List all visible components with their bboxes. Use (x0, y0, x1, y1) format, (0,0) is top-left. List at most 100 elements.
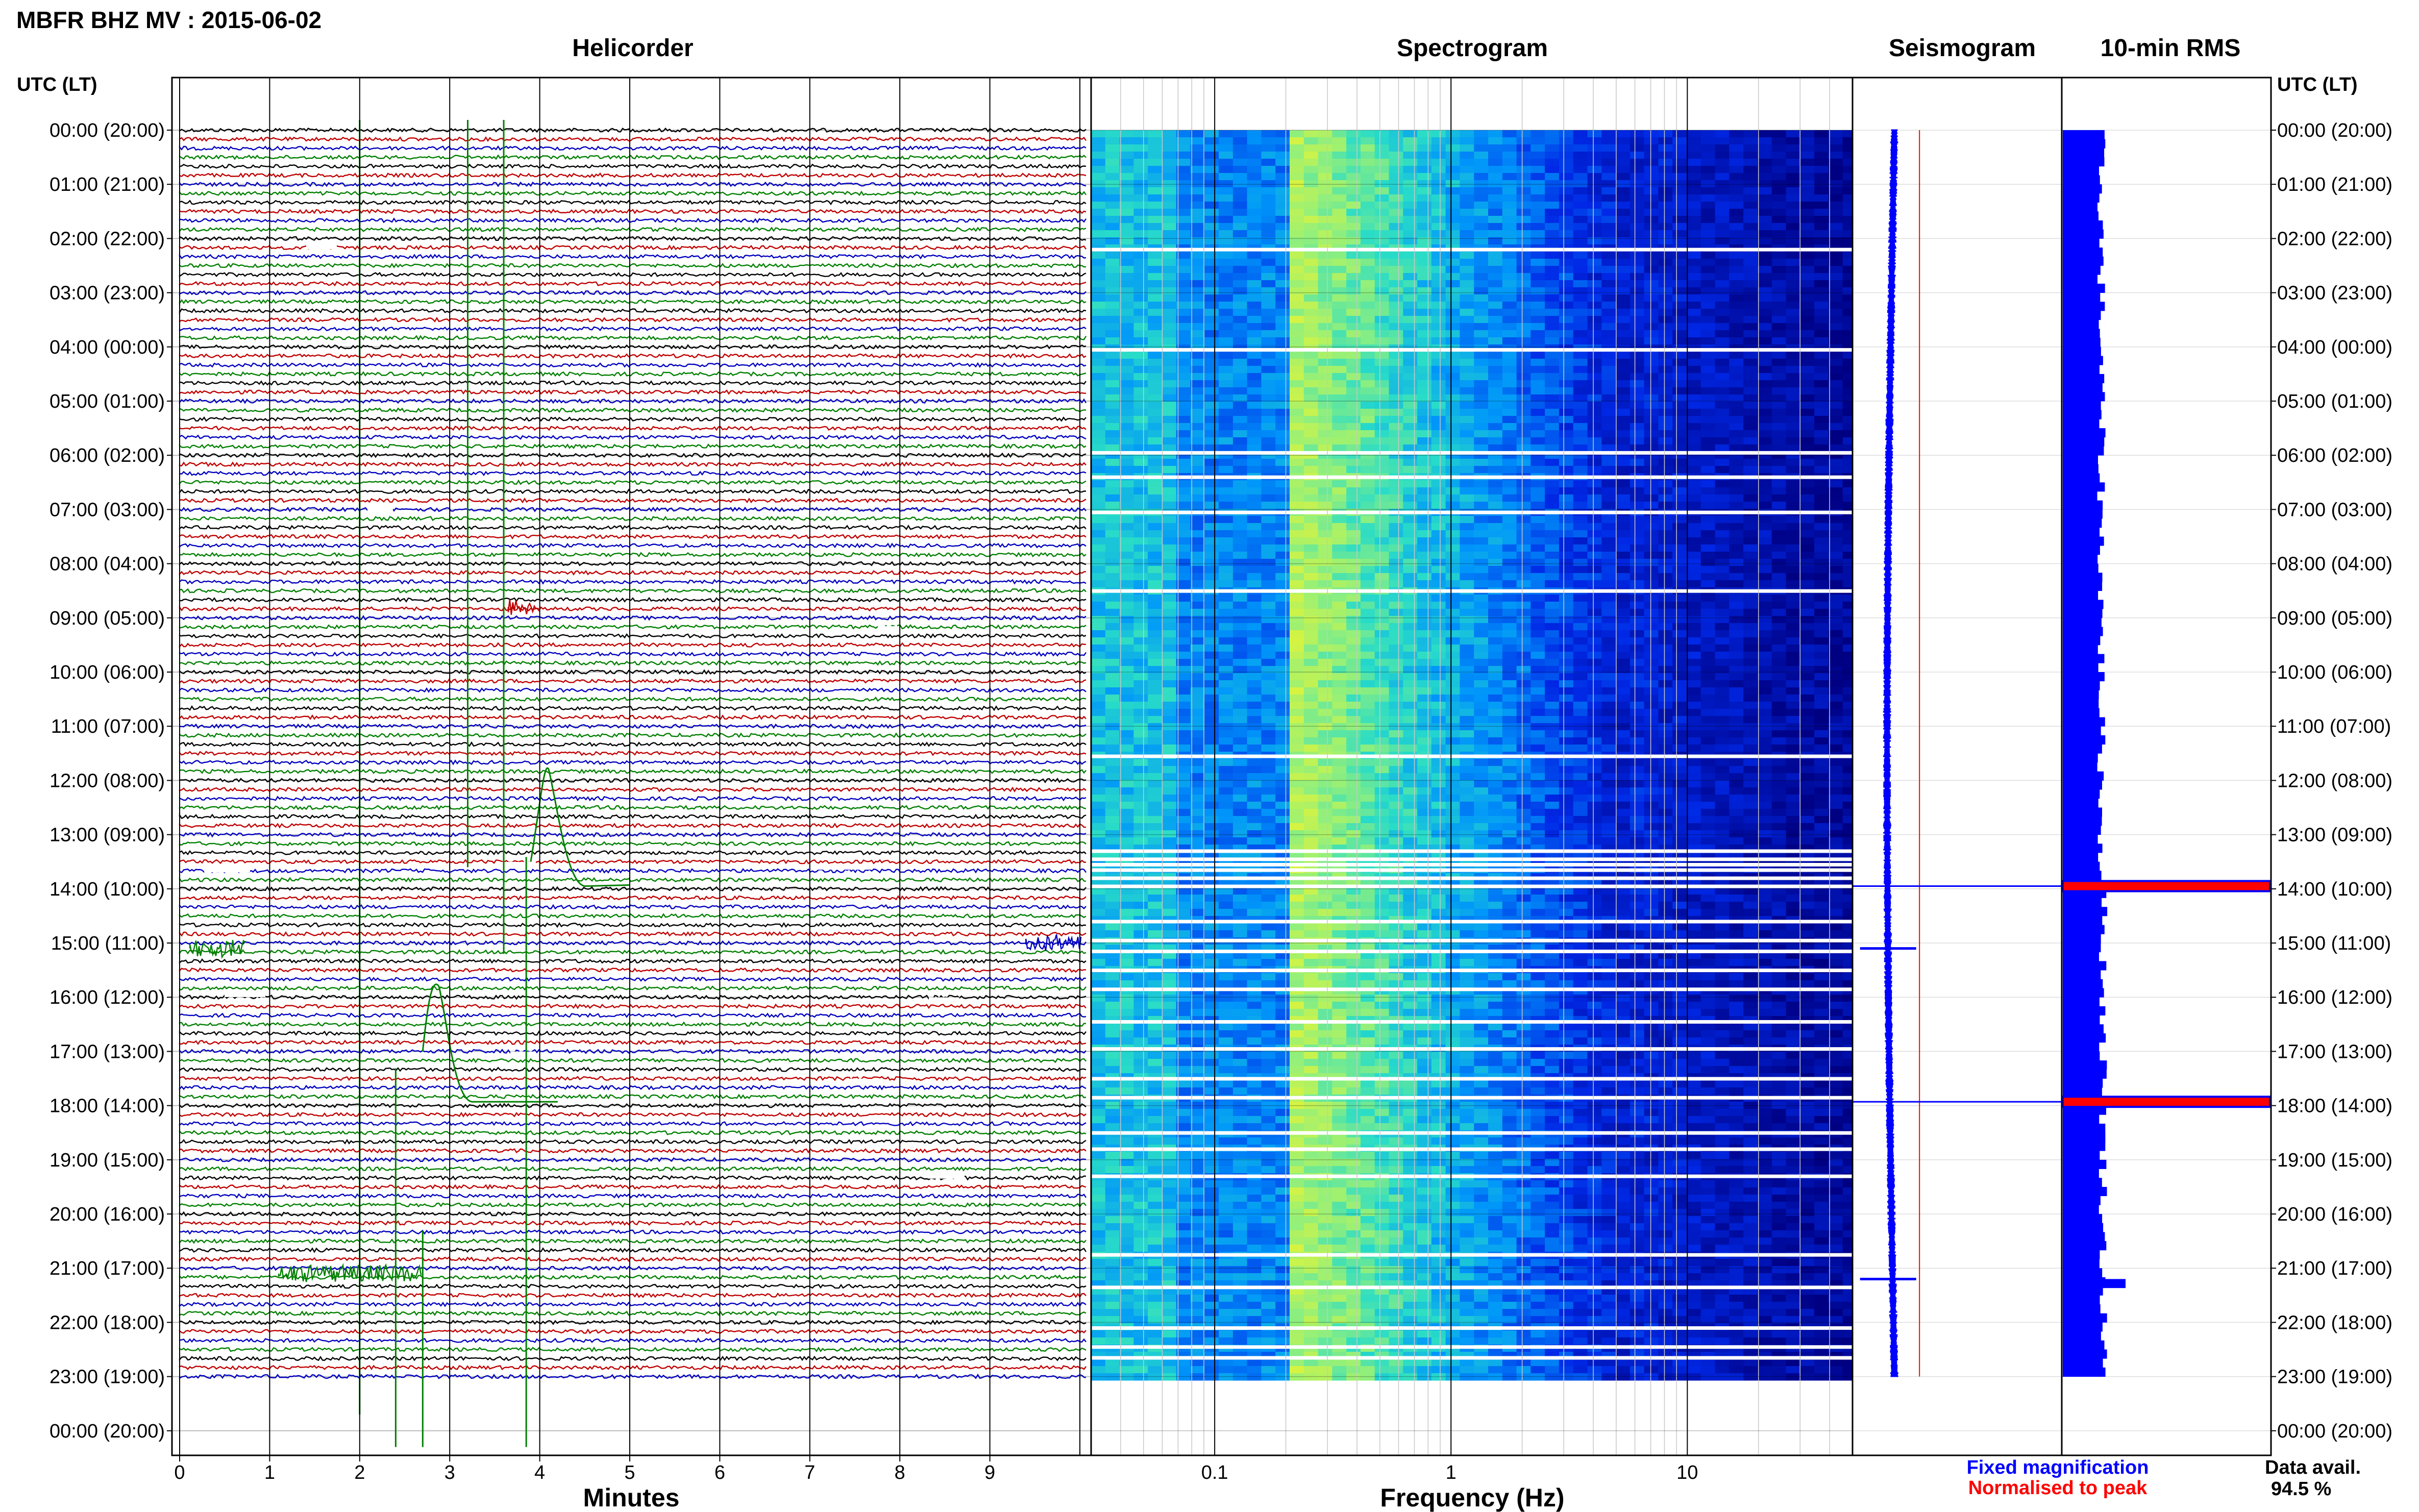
spectrogram-cell (1715, 695, 1730, 702)
spectrogram-cell (1261, 402, 1276, 409)
spectrogram-cell (1672, 502, 1687, 509)
spectrogram-cell (1403, 573, 1418, 581)
spectrogram-cell (1743, 266, 1758, 274)
spectrogram-cell (1119, 402, 1134, 409)
spectrogram-cell (1176, 137, 1191, 145)
helicorder-bg (172, 78, 1091, 1455)
spectrogram-cell (1346, 130, 1361, 138)
spectrogram-cell (1332, 137, 1347, 145)
spectrogram-cell (1672, 202, 1687, 209)
spectrogram-cell (1573, 316, 1588, 324)
spectrogram-cell (1559, 394, 1574, 402)
spectrogram-cell (1303, 194, 1319, 202)
spectrogram-cell (1403, 645, 1418, 652)
spectrogram-cell (1176, 166, 1191, 173)
spectrogram-cell (1545, 194, 1560, 202)
spectrogram-cell (1219, 337, 1233, 345)
spectrogram-cell (1488, 566, 1503, 574)
spectrogram-cell (1346, 745, 1361, 752)
spectrogram-cell (1332, 466, 1347, 474)
spectrogram-cell (1814, 337, 1829, 345)
spectrogram-cell (1814, 659, 1829, 666)
spectrogram-cell (1360, 494, 1375, 502)
spectrogram-cell (1105, 237, 1120, 245)
spectrogram-cell (1700, 366, 1716, 374)
spectrogram-cell (1800, 366, 1815, 374)
spectrogram-cell (1261, 280, 1276, 288)
spectrogram-cell (1290, 680, 1304, 688)
spectrogram-cell (1176, 530, 1191, 538)
spectrogram-cell (1091, 637, 1106, 645)
spectrogram-cell (1474, 530, 1489, 538)
spectrogram-cell (1148, 737, 1163, 745)
spectrogram-cell (1630, 637, 1645, 645)
spectrogram-cell (1573, 223, 1588, 231)
spectrogram-cell (1346, 266, 1361, 274)
spectrogram-cell (1403, 209, 1418, 216)
spectrogram-cell (1687, 745, 1701, 752)
spectrogram-cell (1587, 623, 1602, 631)
spectrogram-cell (1403, 730, 1418, 738)
spectrogram-cell (1148, 745, 1163, 752)
spectrogram-cell (1460, 373, 1474, 381)
spectrogram-cell (1672, 409, 1687, 416)
spectrogram-cell (1474, 302, 1489, 309)
spectrogram-cell (1318, 209, 1332, 216)
spectrogram-cell (1133, 695, 1148, 702)
spectrogram-cell (1842, 609, 1853, 616)
spectrogram-cell (1516, 437, 1531, 445)
spectrogram-cell (1318, 552, 1332, 559)
spectrogram-cell (1261, 652, 1276, 659)
spectrogram-cell (1318, 252, 1332, 259)
spectrogram-cell (1389, 516, 1403, 524)
spectrogram-cell (1545, 716, 1560, 724)
spectrogram-cell (1445, 144, 1460, 152)
spectrogram-cell (1573, 209, 1588, 216)
spectrogram-cell (1672, 137, 1687, 145)
spectrogram-cell (1502, 666, 1517, 674)
spectrogram-cell (1190, 723, 1205, 731)
spectrogram-cell (1148, 709, 1163, 716)
spectrogram-cell (1814, 437, 1829, 445)
spectrogram-cell (1687, 302, 1701, 309)
spectrogram-cell (1729, 673, 1744, 681)
spectrogram-cell (1601, 594, 1616, 602)
spectrogram-cell (1757, 680, 1772, 688)
spectrogram-cell (1303, 745, 1319, 752)
spectrogram-cell (1290, 616, 1304, 624)
spectrogram-cell (1502, 602, 1517, 609)
spectrogram-cell (1360, 230, 1375, 238)
spectrogram-cell (1275, 723, 1290, 731)
spectrogram-cell (1431, 159, 1446, 166)
spectrogram-cell (1729, 380, 1744, 388)
spectrogram-cell (1133, 209, 1148, 216)
spectrogram-cell (1303, 516, 1319, 524)
helicorder-trace (179, 416, 1087, 422)
spectrogram-cell (1743, 602, 1758, 609)
spectrogram-cell (1460, 444, 1474, 452)
spectrogram-cell (1247, 559, 1262, 566)
spectrogram-cell (1190, 573, 1205, 581)
spectrogram-cell (1290, 594, 1304, 602)
spectrogram-cell (1460, 280, 1474, 288)
spectrogram-cell (1162, 202, 1177, 209)
spectrogram-cell (1431, 230, 1446, 238)
spectrogram-cell (1800, 537, 1815, 545)
spectrogram-cell (1573, 516, 1588, 524)
spectrogram-cell (1091, 737, 1106, 745)
spectrogram-cell (1488, 737, 1503, 745)
spectrogram-cell (1445, 544, 1460, 552)
spectrogram-cell (1190, 730, 1205, 738)
spectrogram-cell (1630, 130, 1645, 138)
spectrogram-cell (1531, 180, 1545, 188)
spectrogram-cell (1389, 359, 1403, 366)
spectrogram-cell (1360, 423, 1375, 431)
spectrogram-cell (1290, 673, 1304, 681)
spectrogram-cell (1247, 130, 1262, 138)
spectrogram-cell (1133, 159, 1148, 166)
spectrogram-cell (1374, 530, 1390, 538)
spectrogram-cell (1516, 302, 1531, 309)
spectrogram-cell (1232, 466, 1248, 474)
spectrogram-cell (1828, 652, 1843, 659)
spectrogram-cell (1842, 530, 1853, 538)
